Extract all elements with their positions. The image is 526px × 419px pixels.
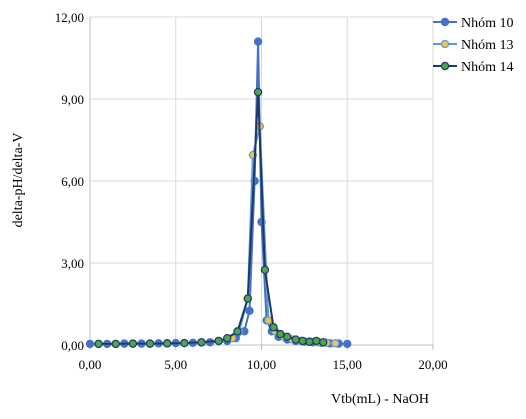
data-point bbox=[269, 323, 278, 332]
y-axis-title: delta-pH/delta-V bbox=[11, 133, 26, 228]
legend-label: Nhóm 13 bbox=[461, 38, 514, 53]
legend-swatch-marker bbox=[440, 61, 450, 71]
data-point bbox=[128, 339, 138, 348]
data-point bbox=[276, 329, 285, 339]
series-line bbox=[98, 91, 324, 345]
data-point bbox=[264, 316, 273, 325]
series-3 bbox=[94, 87, 328, 349]
x-axis-title: Vtb(mL) - NaOH bbox=[331, 392, 429, 407]
y-tick-label: 12,00 bbox=[55, 10, 84, 25]
x-tick-label: 10,00 bbox=[247, 357, 276, 372]
data-point bbox=[253, 37, 263, 46]
legend-item: Nhóm 10 bbox=[433, 16, 514, 31]
x-tick-label: 0,00 bbox=[79, 357, 102, 372]
data-point bbox=[243, 294, 252, 303]
data-point bbox=[94, 339, 103, 349]
data-point bbox=[85, 339, 95, 349]
data-point bbox=[145, 339, 155, 348]
legend-item: Nhóm 13 bbox=[433, 38, 514, 53]
legend-swatch-marker bbox=[440, 39, 450, 49]
data-point bbox=[291, 335, 300, 344]
y-tick-label: 3,00 bbox=[61, 256, 84, 271]
data-point bbox=[180, 338, 189, 348]
axes: 0,00 5,00 10,00 15,00 20,00 0,00 3,00 6,00 9,00 1… bbox=[55, 10, 448, 372]
legend-label: Nhóm 14 bbox=[461, 60, 514, 75]
data-point bbox=[162, 339, 172, 348]
y-tick-label: 0,00 bbox=[61, 338, 84, 353]
data-point bbox=[222, 333, 232, 343]
series-layer bbox=[85, 37, 352, 349]
data-point bbox=[253, 87, 263, 97]
data-point bbox=[111, 339, 120, 349]
x-tick-label: 5,00 bbox=[164, 357, 187, 372]
legend-label: Nhóm 10 bbox=[461, 16, 514, 31]
x-tick-label: 15,00 bbox=[333, 357, 362, 372]
legend-swatch-marker bbox=[440, 17, 450, 27]
legend: Nhóm 10 Nhóm 13 Nhóm 14 bbox=[433, 16, 514, 75]
data-point bbox=[343, 339, 352, 349]
series-1 bbox=[85, 37, 352, 349]
y-tick-label: 9,00 bbox=[61, 92, 84, 107]
data-point bbox=[233, 327, 242, 336]
series-line bbox=[90, 40, 348, 345]
series-2 bbox=[94, 122, 340, 349]
data-point bbox=[298, 336, 307, 346]
x-tick-label: 20,00 bbox=[418, 357, 447, 372]
data-point bbox=[319, 338, 328, 347]
data-point bbox=[260, 265, 270, 275]
data-point bbox=[305, 337, 314, 346]
data-point bbox=[283, 332, 292, 341]
data-point bbox=[197, 338, 206, 347]
series-line bbox=[98, 125, 336, 345]
legend-item: Nhóm 14 bbox=[433, 60, 514, 75]
data-point bbox=[312, 336, 321, 346]
data-point bbox=[214, 336, 223, 346]
data-point bbox=[331, 339, 340, 348]
y-tick-label: 6,00 bbox=[61, 174, 84, 189]
data-point bbox=[245, 306, 254, 316]
